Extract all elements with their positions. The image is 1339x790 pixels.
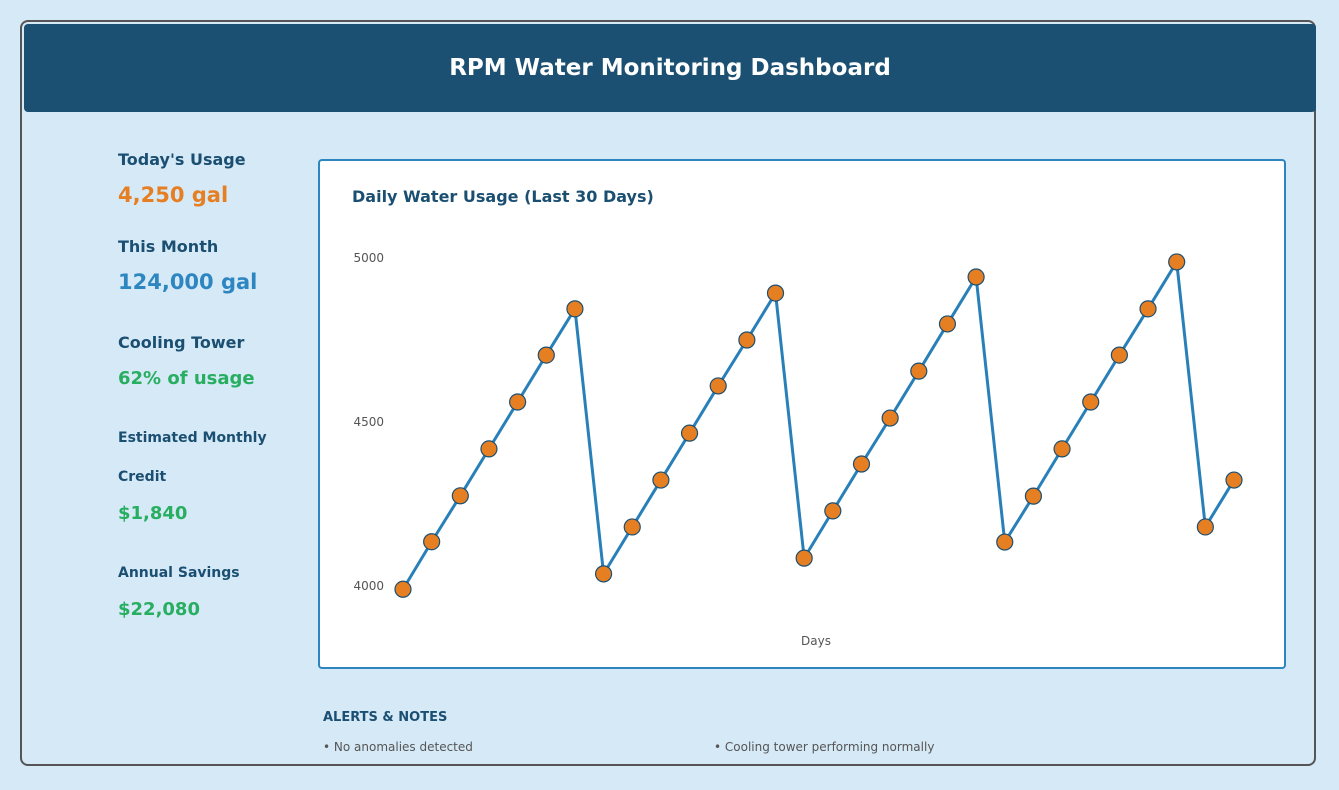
- y-tick-label: 5000: [353, 251, 384, 265]
- header-bar: RPM Water Monitoring Dashboard: [24, 24, 1316, 112]
- data-point: [881, 409, 899, 427]
- stat-label-month: This Month: [118, 237, 219, 256]
- alert-note: • No anomalies detected: [323, 740, 473, 754]
- y-tick-label: 4500: [353, 415, 384, 429]
- chart-title: Daily Water Usage (Last 30 Days): [352, 187, 654, 206]
- data-point: [910, 362, 928, 380]
- data-point: [509, 393, 527, 411]
- data-point: [1225, 471, 1243, 489]
- data-point: [1024, 487, 1043, 505]
- x-axis-label: Days: [801, 634, 831, 648]
- usage-series-line: [401, 260, 1236, 591]
- stat-value-month: 124,000 gal: [118, 270, 258, 294]
- stat-label-credit: Estimated Monthly: [118, 430, 267, 446]
- data-point: [1110, 346, 1128, 364]
- data-point: [537, 346, 555, 364]
- data-point: [1196, 518, 1214, 536]
- data-point: [1139, 300, 1157, 318]
- data-point: [938, 315, 957, 333]
- data-point: [680, 424, 699, 442]
- y-tick-label: 4000: [353, 579, 384, 593]
- data-point: [423, 533, 441, 551]
- stat-value-annual: $22,080: [118, 599, 200, 620]
- data-point: [566, 300, 584, 318]
- data-point: [480, 440, 498, 458]
- data-point: [709, 377, 727, 395]
- stat-value-credit: $1,840: [118, 503, 188, 524]
- stat-value-today: 4,250 gal: [118, 183, 229, 207]
- page-title: RPM Water Monitoring Dashboard: [449, 55, 891, 81]
- stat-label-cooling: Cooling Tower: [118, 333, 245, 352]
- stat-value-cooling: 62% of usage: [118, 368, 255, 389]
- data-point: [738, 331, 756, 349]
- stat-label-today: Today's Usage: [118, 150, 246, 169]
- stat-label-credit-2: Credit: [118, 469, 167, 485]
- dashboard-frame: [20, 20, 1316, 766]
- data-point: [1082, 393, 1100, 411]
- data-point: [594, 565, 613, 583]
- data-point: [996, 533, 1014, 551]
- data-point: [623, 518, 641, 536]
- data-point: [1053, 440, 1071, 458]
- chart-card: Daily Water Usage (Last 30 Days) Days 40…: [318, 159, 1286, 669]
- data-point: [852, 455, 871, 473]
- data-point: [766, 284, 785, 302]
- stat-label-annual: Annual Savings: [118, 565, 240, 581]
- data-point: [795, 549, 813, 567]
- alert-note: • Cooling tower performing normally: [714, 740, 935, 754]
- data-point: [824, 502, 842, 520]
- data-point: [394, 580, 412, 598]
- usage-line-chart: Daily Water Usage (Last 30 Days) Days 40…: [352, 187, 1243, 648]
- data-point: [451, 487, 469, 505]
- alerts-title: ALERTS & NOTES: [323, 710, 448, 725]
- data-point: [967, 268, 985, 286]
- data-point: [652, 471, 670, 489]
- data-point: [1168, 253, 1186, 271]
